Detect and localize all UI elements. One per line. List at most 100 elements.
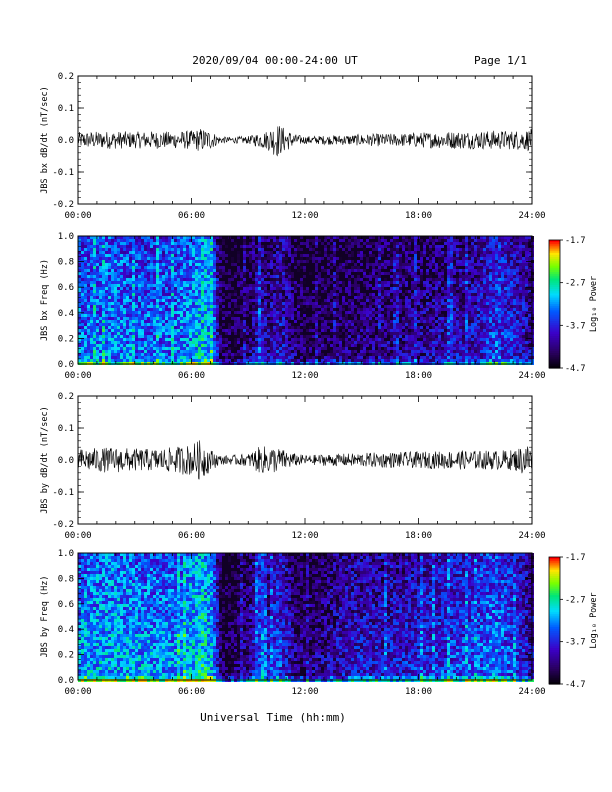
spectrogram-cell (144, 269, 147, 272)
spectrogram-cell (330, 293, 333, 296)
spectrogram-cell (264, 359, 267, 362)
spectrogram-cell (84, 347, 87, 350)
spectrogram-cell (177, 356, 180, 359)
spectrogram-cell (87, 251, 90, 254)
spectrogram-cell (234, 254, 237, 257)
spectrogram-cell (405, 278, 408, 281)
spectrogram-cell (414, 317, 417, 320)
spectrogram-cell (357, 314, 360, 317)
spectrogram-cell (114, 314, 117, 317)
spectrogram-cell (396, 266, 399, 269)
spectrogram-cell (255, 257, 258, 260)
spectrogram-cell (408, 278, 411, 281)
spectrogram-cell (240, 305, 243, 308)
spectrogram-cell (87, 311, 90, 314)
spectrogram-cell (393, 347, 396, 350)
spectrogram-cell (123, 329, 126, 332)
spectrogram-cell (309, 314, 312, 317)
spectrogram-cell (78, 287, 81, 290)
spectrogram-cell (156, 263, 159, 266)
spectrogram-cell (207, 266, 210, 269)
spectrogram-cell (126, 236, 129, 239)
spectrogram-cell (189, 353, 192, 356)
spectrogram-cell (297, 290, 300, 293)
spectrogram-cell (291, 275, 294, 278)
spectrogram-cell (330, 323, 333, 326)
spectrogram-cell (90, 356, 93, 359)
spectrogram-cell (210, 284, 213, 287)
spectrogram-cell (252, 320, 255, 323)
spectrogram-cell (363, 278, 366, 281)
spectrogram-cell (387, 290, 390, 293)
spectrogram-cell (309, 263, 312, 266)
spectrogram-cell (288, 266, 291, 269)
spectrogram-cell (282, 263, 285, 266)
spectrogram-cell (90, 338, 93, 341)
spectrogram-cell (138, 263, 141, 266)
spectrogram-cell (339, 242, 342, 245)
spectrogram-cell (156, 278, 159, 281)
spectrogram-cell (267, 323, 270, 326)
x-tick-label: 06:00 (178, 211, 205, 221)
spectrogram-cell (321, 314, 324, 317)
spectrogram-cell (174, 314, 177, 317)
spectrogram-cell (78, 359, 81, 362)
spectrogram-cell (288, 281, 291, 284)
spectrogram-cell (138, 335, 141, 338)
spectrogram-cell (279, 248, 282, 251)
spectrogram-cell (327, 272, 330, 275)
spectrogram-cell (198, 269, 201, 272)
spectrogram-cell (162, 311, 165, 314)
spectrogram-cell (405, 317, 408, 320)
spectrogram-cell (396, 314, 399, 317)
spectrogram-cell (369, 239, 372, 242)
spectrogram-cell (96, 359, 99, 362)
spectrogram-cell (303, 278, 306, 281)
spectrogram-cell (270, 317, 273, 320)
spectrogram-cell (411, 347, 414, 350)
spectrogram-cell (120, 239, 123, 242)
spectrogram-cell (348, 242, 351, 245)
spectrogram-cell (135, 257, 138, 260)
spectrogram-cell (390, 272, 393, 275)
spectrogram-cell (216, 350, 219, 353)
spectrogram-cell (228, 341, 231, 344)
spectrogram-cell (378, 260, 381, 263)
spectrogram-cell (405, 323, 408, 326)
spectrogram-cell (276, 269, 279, 272)
spectrogram-cell (180, 299, 183, 302)
spectrogram-cell (339, 236, 342, 239)
spectrogram-cell (168, 305, 171, 308)
spectrogram-cell (222, 350, 225, 353)
spectrogram-cell (153, 311, 156, 314)
spectrogram-cell (159, 251, 162, 254)
spectrogram-cell (300, 293, 303, 296)
spectrogram-cell (351, 356, 354, 359)
spectrogram-cell (222, 299, 225, 302)
spectrogram-cell (321, 350, 324, 353)
spectrogram-cell (168, 239, 171, 242)
spectrogram-cell (96, 326, 99, 329)
spectrogram-cell (378, 290, 381, 293)
spectrogram-cell (207, 242, 210, 245)
spectrogram-cell (78, 281, 81, 284)
spectrogram-cell (312, 344, 315, 347)
spectrogram-cell (138, 278, 141, 281)
spectrogram-cell (189, 251, 192, 254)
spectrogram-cell (342, 305, 345, 308)
spectrogram-cell (99, 284, 102, 287)
spectrogram-cell (117, 335, 120, 338)
spectrogram-cell (111, 293, 114, 296)
spectrogram-cell (336, 317, 339, 320)
spectrogram-cell (402, 308, 405, 311)
spectrogram-cell (324, 266, 327, 269)
spectrogram-cell (393, 284, 396, 287)
spectrogram-cell (327, 290, 330, 293)
spectrogram-cell (162, 320, 165, 323)
spectrogram-cell (90, 245, 93, 248)
spectrogram-cell (276, 284, 279, 287)
spectrogram-cell (306, 314, 309, 317)
spectrogram-cell (216, 236, 219, 239)
spectrogram-cell (105, 293, 108, 296)
spectrogram-cell (201, 266, 204, 269)
